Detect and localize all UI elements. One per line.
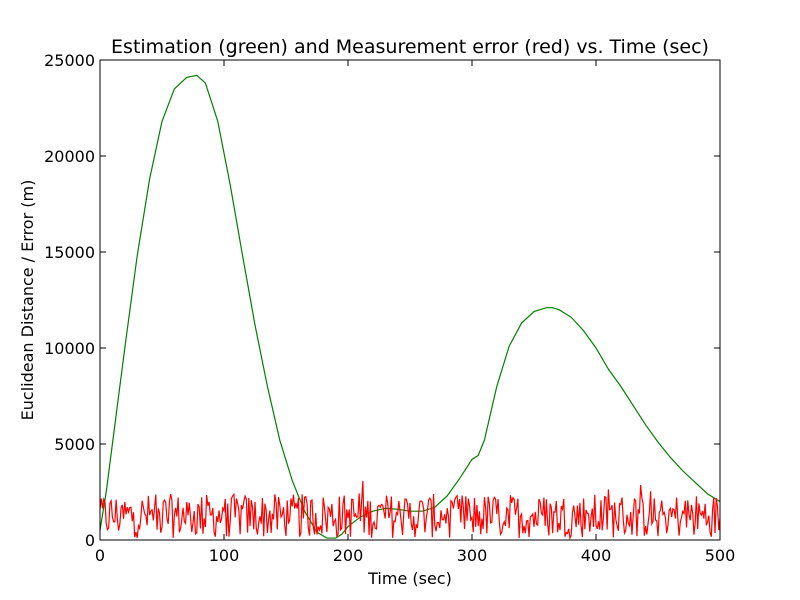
x-tick-label: 0 <box>95 546 105 565</box>
x-tick-label: 200 <box>333 546 364 565</box>
series-line-measurement-error <box>100 480 720 540</box>
y-tick-label: 20000 <box>44 147 95 166</box>
plot-frame <box>99 59 721 541</box>
x-tick-label: 300 <box>457 546 488 565</box>
x-tick-label: 500 <box>705 546 736 565</box>
chart-title: Estimation (green) and Measurement error… <box>111 36 709 58</box>
y-axis-label: Euclidean Distance / Error (m) <box>18 180 37 421</box>
x-tick-label: 100 <box>209 546 240 565</box>
y-tick-label: 15000 <box>44 243 95 262</box>
plot-area <box>100 74 720 540</box>
y-tick-label: 25000 <box>44 51 95 70</box>
axis-ticks: 0 100 200 300 400 500050001000015000200002500… <box>44 51 735 565</box>
x-tick-label: 400 <box>581 546 612 565</box>
y-tick-label: 10000 <box>44 339 95 358</box>
y-tick-label: 0 <box>85 531 95 550</box>
x-axis-label: Time (sec) <box>367 569 452 588</box>
y-tick-label: 5000 <box>54 435 95 454</box>
